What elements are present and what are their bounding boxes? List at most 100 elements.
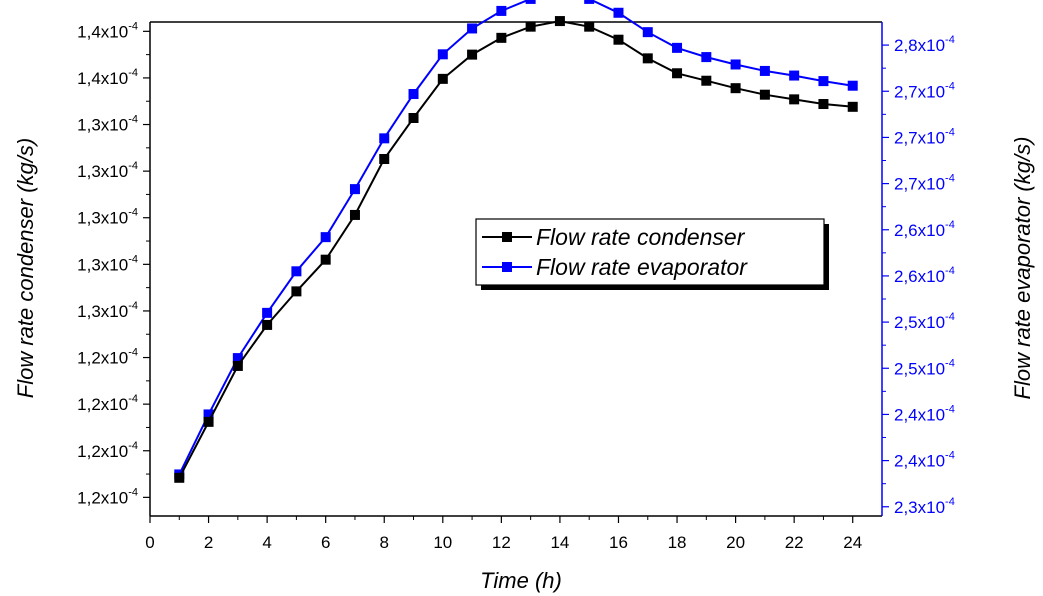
tick-label-exponent: -4 (945, 265, 955, 277)
x-tick-label: 2 (204, 533, 213, 552)
x-tick-label: 24 (843, 533, 862, 552)
data-point-condenser (408, 113, 419, 124)
axes: 0 2 4 6 8 10 12 14 16 18 20 22 241,2x10-41,2x10-41,2… (77, 20, 955, 552)
tick-label-mantissa: 1,2x10 (77, 395, 128, 414)
tick-label-mantissa: 2,5x10 (894, 313, 945, 332)
y-right-axis-title: Flow rate evaporator (kg/s) (1010, 137, 1035, 400)
data-point-evaporator (408, 89, 419, 100)
series-layer (174, 0, 858, 483)
tick-label-exponent: -4 (128, 393, 138, 405)
y-left-tick-label: 1,3x10-4 (77, 300, 138, 321)
data-point-evaporator (847, 80, 858, 91)
data-point-condenser (789, 94, 800, 105)
legend-box (475, 218, 825, 286)
data-point-condenser (818, 99, 829, 110)
data-point-condenser (379, 154, 390, 165)
y-left-tick-label: 1,2x10-4 (77, 486, 138, 507)
x-tick-label: 4 (262, 533, 271, 552)
y-left-tick-label: 1,2x10-4 (77, 440, 138, 461)
tick-label-exponent: -4 (128, 253, 138, 265)
tick-label-exponent: -4 (128, 486, 138, 498)
data-point-evaporator (613, 7, 624, 18)
data-point-condenser (701, 75, 712, 86)
x-tick-label: 0 (145, 533, 154, 552)
tick-label-mantissa: 1,4x10 (77, 69, 128, 88)
y-right-tick-label: 2,4x10-4 (894, 403, 955, 424)
tick-label-mantissa: 1,4x10 (77, 22, 128, 41)
legend-label-evaporator: Flow rate evaporator (536, 254, 748, 280)
tick-label-exponent: -4 (128, 300, 138, 312)
data-point-evaporator (759, 65, 770, 76)
y-right-tick-label: 2,4x10-4 (894, 450, 955, 471)
tick-label-mantissa: 1,3x10 (77, 302, 128, 321)
y-left-tick-label: 1,4x10-4 (77, 20, 138, 41)
data-point-condenser (262, 319, 273, 330)
tick-label-mantissa: 2,6x10 (894, 221, 945, 240)
y-left-axis-title: Flow rate condenser (kg/s) (13, 138, 38, 398)
tick-label-mantissa: 2,6x10 (894, 267, 945, 286)
tick-label-exponent: -4 (128, 20, 138, 32)
tick-label-mantissa: 2,5x10 (894, 359, 945, 378)
tick-label-mantissa: 2,4x10 (894, 405, 945, 424)
tick-label-exponent: -4 (945, 219, 955, 231)
tick-label-mantissa: 1,3x10 (77, 162, 128, 181)
tick-label-exponent: -4 (128, 114, 138, 126)
y-left-tick-label: 1,3x10-4 (77, 160, 138, 181)
data-point-evaporator (496, 5, 507, 16)
data-point-evaporator (437, 49, 448, 60)
y-right-tick-label: 2,6x10-4 (894, 219, 955, 240)
data-point-condenser (759, 89, 770, 100)
data-point-condenser (437, 73, 448, 84)
x-tick-label: 10 (433, 533, 452, 552)
y-right-tick-label: 2,7x10-4 (894, 80, 955, 101)
y-left-tick-label: 1,4x10-4 (77, 67, 138, 88)
tick-label-mantissa: 1,2x10 (77, 349, 128, 368)
legend-marker-evaporator (502, 262, 512, 272)
y-right-tick-label: 2,5x10-4 (894, 357, 955, 378)
tick-label-mantissa: 1,3x10 (77, 255, 128, 274)
data-point-condenser (584, 21, 595, 32)
y-right-tick-label: 2,7x10-4 (894, 173, 955, 194)
x-tick-label: 6 (321, 533, 330, 552)
y-right-tick-label: 2,6x10-4 (894, 265, 955, 286)
data-point-condenser (730, 83, 741, 94)
y-right-tick-label: 2,5x10-4 (894, 311, 955, 332)
y-left-tick-label: 1,3x10-4 (77, 207, 138, 228)
data-point-condenser (672, 68, 683, 79)
tick-label-mantissa: 2,8x10 (894, 36, 945, 55)
x-tick-label: 12 (492, 533, 511, 552)
x-tick-label: 18 (668, 533, 687, 552)
tick-label-exponent: -4 (945, 126, 955, 138)
data-point-condenser (320, 254, 331, 265)
legend: Flow rate condenser Flow rate evaporator (475, 218, 829, 290)
data-point-evaporator (203, 409, 214, 420)
data-point-evaporator (642, 27, 653, 38)
legend-marker-condenser (502, 232, 512, 242)
data-point-condenser (467, 49, 478, 60)
tick-label-exponent: -4 (128, 207, 138, 219)
x-tick-label: 14 (550, 533, 569, 552)
data-point-evaporator (789, 70, 800, 81)
data-point-condenser (554, 16, 565, 27)
data-point-evaporator (291, 266, 302, 277)
tick-label-exponent: -4 (945, 311, 955, 323)
data-point-condenser (203, 416, 214, 427)
data-point-condenser (174, 472, 185, 483)
data-point-condenser (525, 21, 536, 32)
tick-label-mantissa: 1,3x10 (77, 116, 128, 135)
y-left-tick-label: 1,3x10-4 (77, 253, 138, 274)
tick-label-exponent: -4 (128, 440, 138, 452)
data-point-evaporator (232, 353, 243, 364)
data-point-evaporator (672, 42, 683, 53)
y-right-tick-label: 2,8x10-4 (894, 34, 955, 55)
y-right-tick-label: 2,7x10-4 (894, 126, 955, 147)
tick-label-mantissa: 1,3x10 (77, 209, 128, 228)
data-point-condenser (613, 34, 624, 45)
data-point-evaporator (701, 52, 712, 63)
data-point-evaporator (818, 76, 829, 87)
data-point-evaporator (525, 0, 536, 4)
tick-label-mantissa: 1,2x10 (77, 442, 128, 461)
tick-label-exponent: -4 (128, 160, 138, 172)
tick-label-exponent: -4 (128, 347, 138, 359)
